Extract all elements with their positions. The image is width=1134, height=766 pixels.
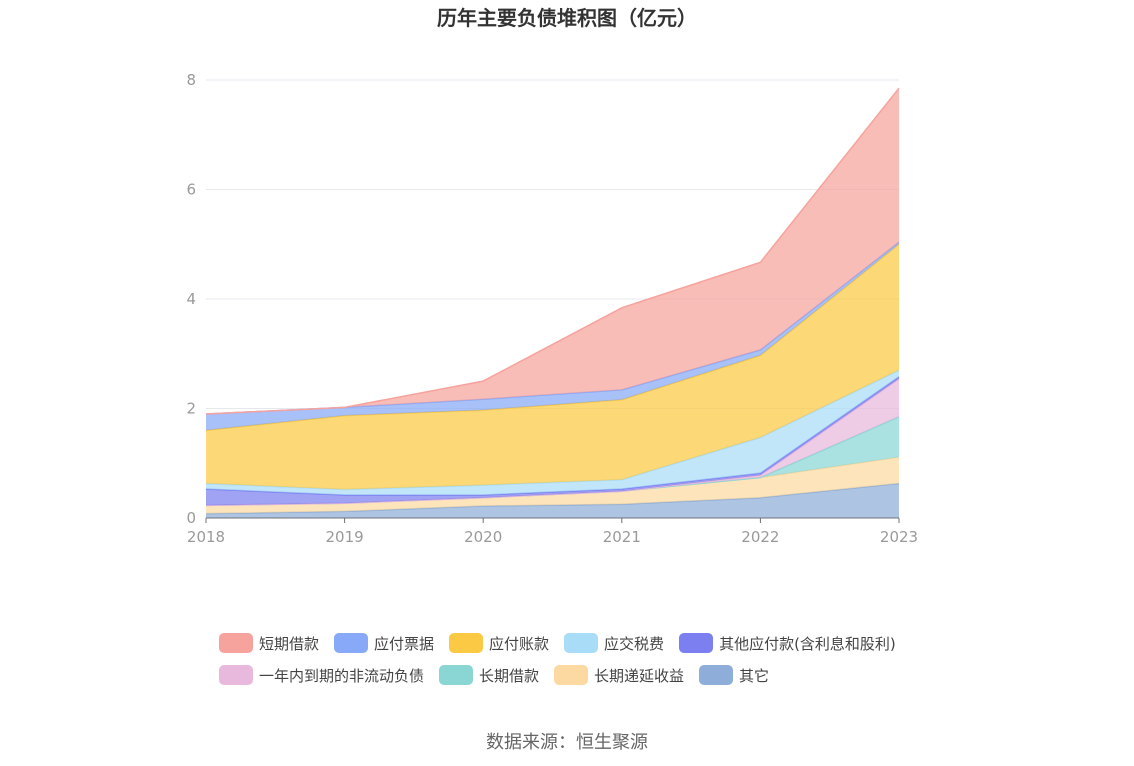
legend-item[interactable]: 长期借款 [439,660,539,690]
legend-swatch [554,665,589,685]
area-series-0 [206,483,899,518]
legend-label: 其它 [739,666,770,685]
legend-swatch [449,633,484,653]
x-tick-label: 2021 [603,528,641,546]
y-tick-label: 4 [186,290,196,308]
legend-swatch [699,665,734,685]
legend-label: 一年内到期的非流动负债 [259,666,425,685]
area-series-group [205,87,900,518]
legend-swatch [439,665,474,685]
area-series-1 [206,457,899,514]
x-axis: 2018 2019 2020 2021 2022 2023 [187,517,918,546]
area-series-8 [206,88,899,414]
legend-label: 长期借款 [479,666,540,685]
area-series-5 [206,370,899,495]
legend-label: 长期递延收益 [594,666,685,685]
legend-label: 短期借款 [259,634,320,653]
legend-label: 应付账款 [489,634,550,653]
legend-label: 应交税费 [604,634,665,653]
data-source: 数据来源：恒生聚源 [486,732,648,753]
y-tick-label: 2 [186,400,196,418]
legend-label: 其他应付款(含利息和股利) [719,634,896,653]
legend-item[interactable]: 其他应付款(含利息和股利) [679,628,896,658]
x-tick-label: 2019 [326,528,364,546]
legend-swatch [334,633,369,653]
legend-item[interactable]: 短期借款 [219,628,319,658]
area-series-7 [206,242,899,431]
stacked-area-chart: 历年主要负债堆积图（亿元） 0 2 4 6 8 2018 2019 2020 2021 2022… [186,6,918,546]
y-axis: 0 2 4 6 8 [186,71,196,527]
area-series-6 [206,244,899,490]
chart-title: 历年主要负债堆积图（亿元） [437,6,697,30]
y-tick-label: 8 [186,71,196,89]
y-tick-label: 0 [186,509,196,527]
legend-swatch [219,633,253,653]
legend-item[interactable]: 其它 [699,660,769,690]
legend-swatch [219,665,253,685]
legend-swatch [564,633,599,653]
legend-label: 应付票据 [374,634,435,653]
legend-item[interactable]: 长期递延收益 [554,660,684,690]
x-tick-label: 2018 [187,528,225,546]
x-tick-label: 2022 [741,528,779,546]
x-tick-label: 2023 [880,528,918,546]
legend-row-2: 一年内到期的非流动负债 长期借款 长期递延收益 其它 [219,660,784,690]
legend-item[interactable]: 应交税费 [564,628,664,658]
legend-item[interactable]: 应付票据 [334,628,434,658]
legend-row-1: 短期借款 应付票据 应付账款 应交税费 其他应付款(含利息和股利) [219,628,911,658]
y-tick-label: 6 [186,181,196,199]
x-tick-label: 2020 [464,528,502,546]
legend-item[interactable]: 一年内到期的非流动负债 [219,660,424,690]
legend-item[interactable]: 应付账款 [449,628,549,658]
area-series-line-8 [205,87,900,415]
legend-swatch [679,633,714,653]
